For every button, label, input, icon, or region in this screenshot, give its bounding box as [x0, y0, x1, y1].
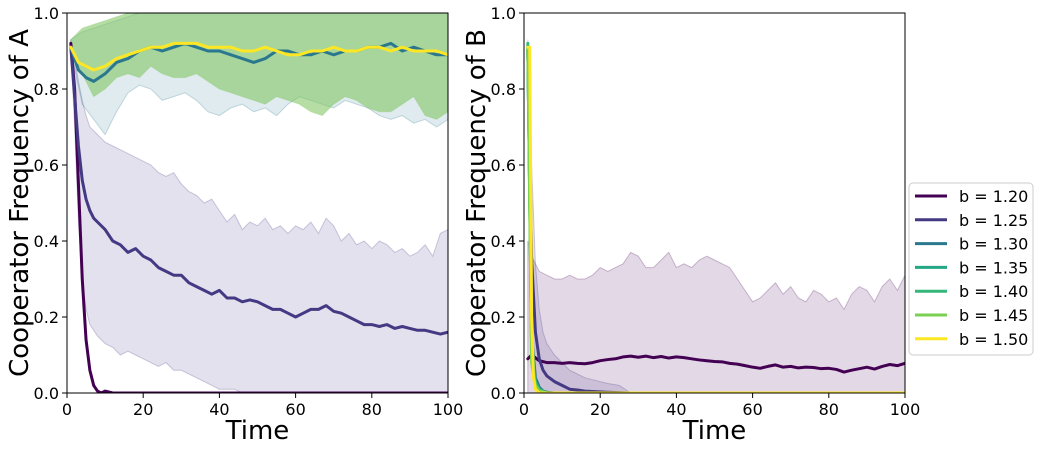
x-tick-label: 60: [742, 400, 762, 419]
x-tick-label: 0: [519, 400, 529, 419]
y-tick-label: 0.8: [491, 80, 516, 99]
x-tick-label: 80: [819, 400, 839, 419]
confidence-band-b-1-25: [70, 39, 448, 393]
legend-item: b = 1.25: [915, 211, 1028, 230]
x-tick-label: 0: [62, 400, 72, 419]
legend-label: b = 1.20: [959, 187, 1028, 206]
y-tick-label: 0.6: [34, 156, 59, 175]
chart-panel-b: 0 20 40 60 80 100 0.0 0.2 0.4 0.6 0.8 1.0 Time Cooper…: [462, 4, 920, 446]
legend-item: b = 1.40: [915, 282, 1028, 301]
x-tick-label: 60: [285, 400, 305, 419]
x-tick-label: 20: [590, 400, 610, 419]
x-axis-label: Time: [225, 416, 290, 446]
x-axis-label: Time: [682, 416, 747, 446]
x-tick-label: 20: [133, 400, 153, 419]
y-tick-label: 0.4: [34, 232, 59, 251]
x-tick-label: 40: [209, 400, 229, 419]
plot-area: [526, 39, 905, 393]
legend-label: b = 1.25: [959, 211, 1028, 230]
x-tick-label: 80: [362, 400, 382, 419]
chart-panel-a: 0 20 40 60 80 100 0.0 0.2 0.4 0.6 0.8 1.0 Time Cooper…: [5, 4, 463, 446]
confidence-band-b-1-50: [70, 13, 448, 120]
series-line-b-1-20: [69, 41, 448, 393]
y-tick-label: 1.0: [491, 4, 516, 23]
series-line-b-1-25: [69, 45, 448, 336]
legend-box: [908, 182, 1034, 356]
y-axis-label: Cooperator Frequency of B: [462, 29, 492, 377]
y-tick-label: 0.2: [34, 308, 59, 327]
plot-area: [69, 13, 448, 393]
legend-label: b = 1.45: [959, 306, 1028, 325]
x-tick-label: 40: [666, 400, 686, 419]
legend-item: b = 1.30: [915, 235, 1028, 254]
legend-label: b = 1.40: [959, 282, 1028, 301]
y-axis-label: Cooperator Frequency of A: [5, 29, 35, 377]
legend-label: b = 1.35: [959, 258, 1028, 277]
confidence-band-b-1-20: [527, 240, 905, 393]
y-tick-label: 0.6: [491, 156, 516, 175]
axes-frame: [66, 12, 449, 394]
series-line-b-1-30: [69, 41, 448, 83]
y-tick-label: 0.8: [34, 80, 59, 99]
y-tick-label: 0.0: [34, 384, 59, 403]
legend: b = 1.20 b = 1.25 b = 1.30 b = 1.35 b = 1.40…: [908, 182, 1034, 356]
series-line-b-1-20: [526, 353, 905, 374]
x-tick-label: 100: [890, 400, 921, 419]
series-line-b-1-50: [526, 45, 905, 393]
legend-item: b = 1.20: [915, 187, 1028, 206]
legend-item: b = 1.50: [915, 330, 1028, 349]
legend-label: b = 1.30: [959, 235, 1028, 254]
legend-item: b = 1.35: [915, 258, 1028, 277]
y-tick-label: 1.0: [34, 4, 59, 23]
y-tick-label: 0.2: [491, 308, 516, 327]
legend-label: b = 1.50: [959, 330, 1028, 349]
series-line-b-1-50: [69, 41, 448, 72]
axes-frame: [523, 12, 906, 394]
y-tick-label: 0.4: [491, 232, 516, 251]
y-tick-label: 0.0: [491, 384, 516, 403]
legend-item: b = 1.45: [915, 306, 1028, 325]
x-tick-label: 100: [433, 400, 464, 419]
